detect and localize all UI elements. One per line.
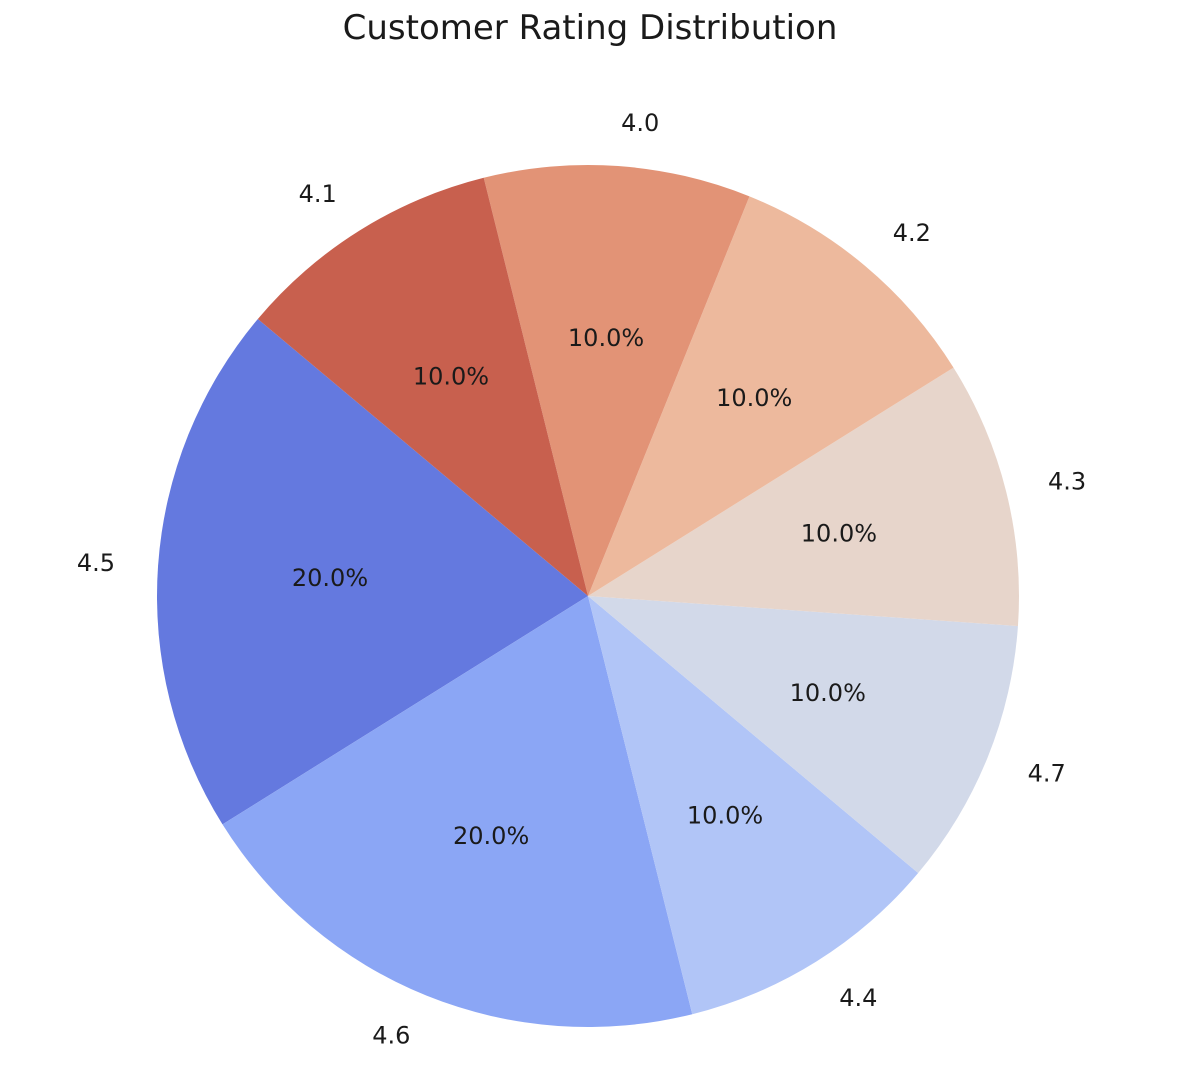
- slice-label: 4.1: [299, 180, 337, 208]
- slice-label: 4.7: [1028, 760, 1066, 788]
- slice-percent-label: 20.0%: [292, 564, 368, 592]
- chart-title: Customer Rating Distribution: [342, 8, 838, 48]
- pie-slice-4-0: [483, 165, 750, 596]
- slice-label: 4.2: [893, 219, 931, 247]
- pie-slices: [156, 165, 1019, 1027]
- pie-slice-4-6: [222, 596, 693, 1027]
- slice-percent-label: 10.0%: [687, 801, 763, 829]
- slice-percent-label: 20.0%: [453, 822, 529, 850]
- pie-labels: 4.5 20.0% 4.6 20.0% 4.4 10.0% 4.7 10.0% 4.3 10.0%…: [77, 109, 1086, 1050]
- slice-percent-label: 10.0%: [801, 519, 877, 547]
- slice-percent-label: 10.0%: [790, 679, 866, 707]
- slice-label: 4.5: [77, 549, 115, 577]
- pie-slice-4-5: [156, 318, 588, 825]
- slice-percent-label: 10.0%: [413, 363, 489, 391]
- pie-slice-4-1: [257, 177, 588, 596]
- slice-label: 4.4: [839, 984, 877, 1012]
- pie-slice-4-7: [588, 596, 1018, 874]
- slice-percent-label: 10.0%: [716, 384, 792, 412]
- pie-slice-4-4: [588, 596, 919, 1015]
- pie-slice-4-2: [588, 196, 954, 596]
- slice-percent-label: 10.0%: [568, 324, 644, 352]
- slice-label: 4.3: [1048, 467, 1086, 495]
- slice-label: 4.6: [372, 1022, 410, 1050]
- pie-slice-4-3: [588, 367, 1019, 627]
- slice-label: 4.0: [621, 109, 659, 137]
